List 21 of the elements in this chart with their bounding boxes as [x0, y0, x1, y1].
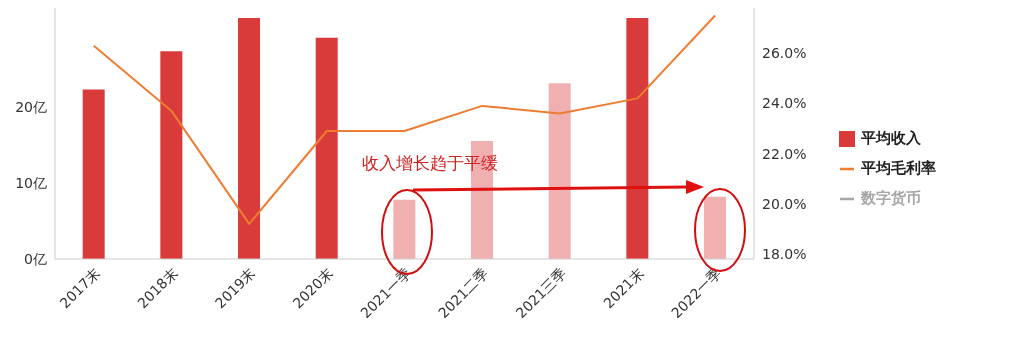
y-tick-label: 20亿	[15, 98, 47, 115]
bar	[393, 199, 416, 259]
bar	[704, 196, 727, 259]
bar	[160, 51, 183, 259]
y2-tick-label: 26.0%	[762, 45, 807, 62]
legend-label: 平均收入	[860, 128, 922, 149]
y2-tick-label: 24.0%	[762, 95, 807, 112]
legend-label: 数字货币	[860, 188, 922, 209]
y2-tick-label: 22.0%	[762, 145, 807, 162]
legend-label: 平均毛利率	[860, 158, 937, 179]
bar	[238, 17, 261, 259]
y2-tick-label: 18.0%	[762, 245, 807, 262]
bar	[548, 83, 571, 259]
y-tick-label: 10亿	[15, 174, 47, 191]
annotation: 收入增长趋于平缓	[362, 152, 498, 175]
bar	[315, 37, 338, 259]
bar	[82, 89, 105, 259]
bar	[626, 17, 649, 259]
line-series	[92, 14, 717, 225]
y-tick-label: 0亿	[24, 250, 47, 267]
y2-tick-label: 20.0%	[762, 195, 807, 212]
